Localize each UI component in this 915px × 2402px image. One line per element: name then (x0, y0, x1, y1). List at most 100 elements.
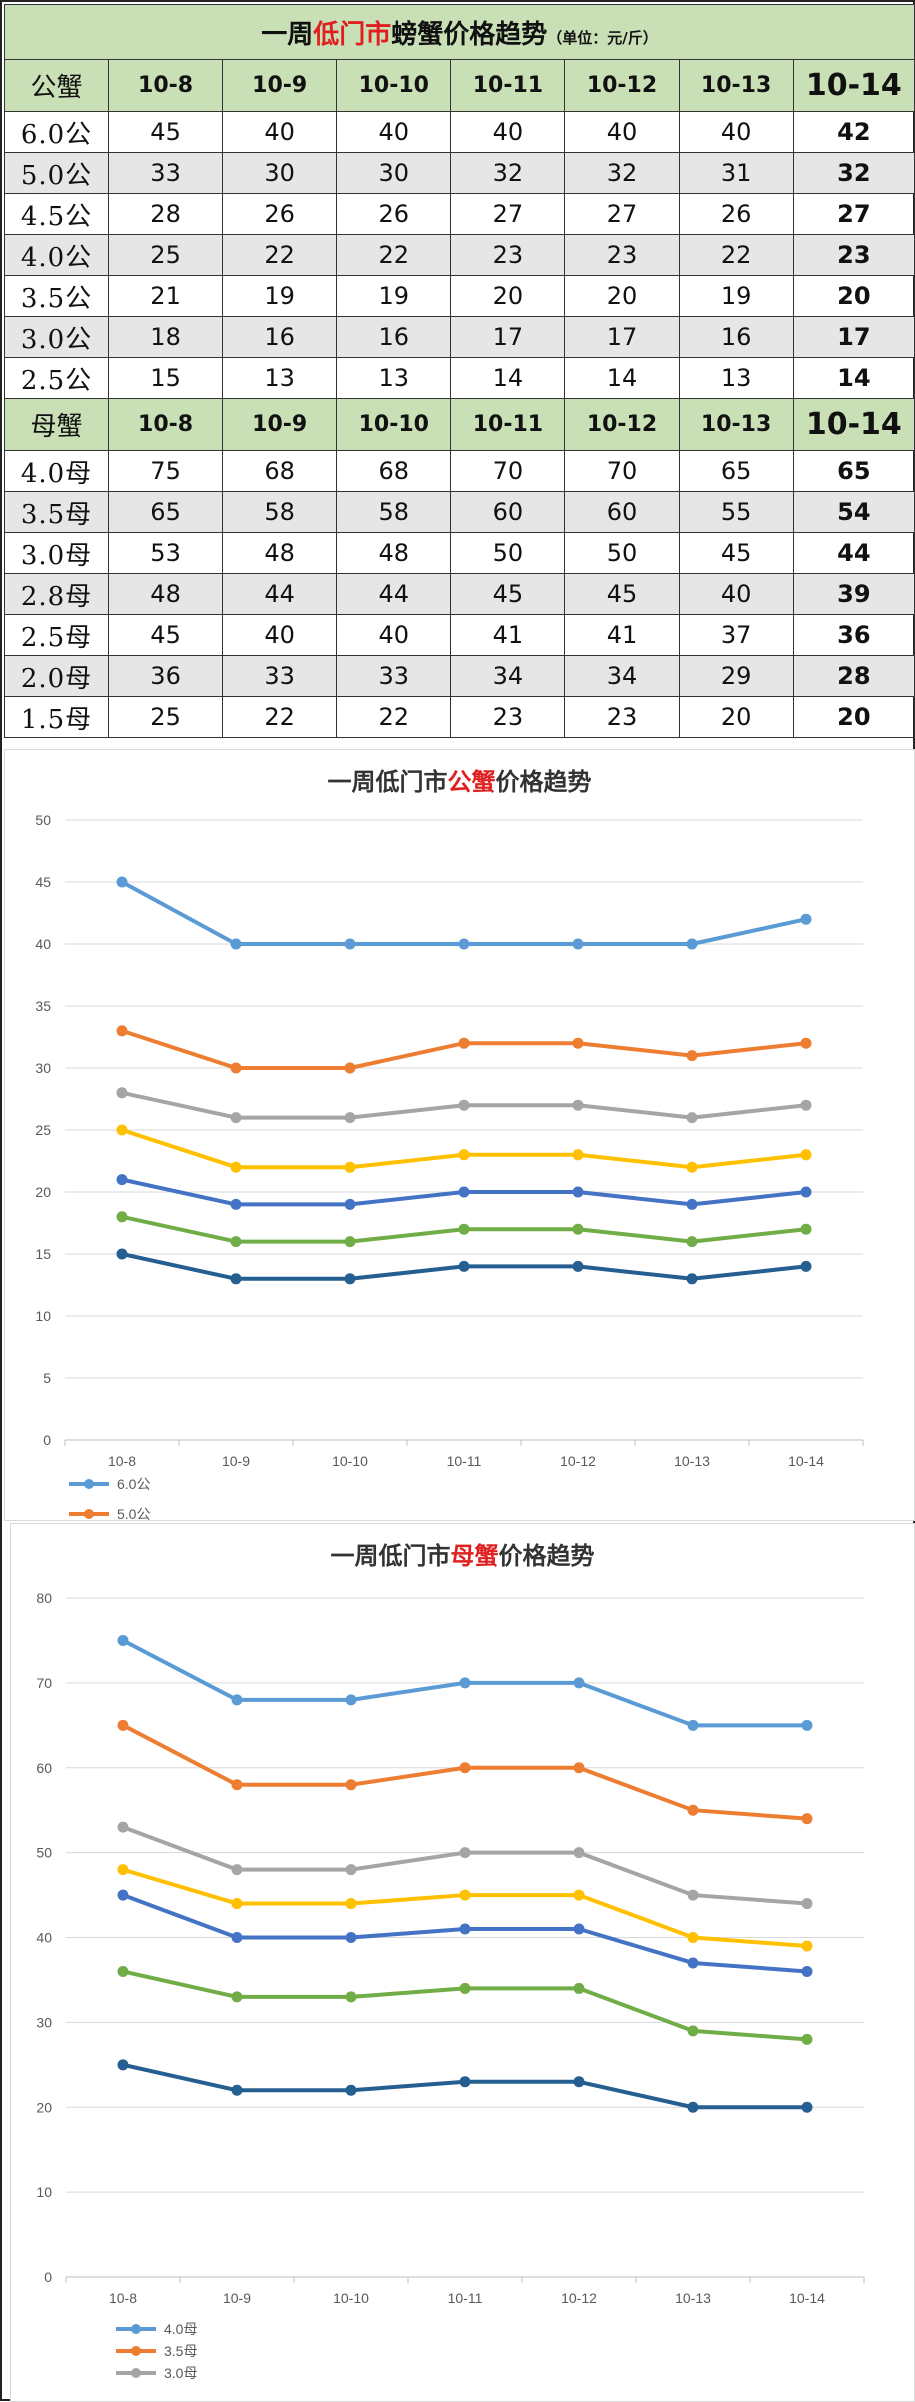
price-cell: 31 (678, 152, 794, 194)
price-cell: 21 (108, 275, 224, 317)
data-point (800, 913, 812, 925)
x-tick-label: 10-8 (108, 1453, 136, 1469)
price-cell: 16 (222, 316, 338, 358)
table-row: 2.5公 15 13 13 14 14 13 14 (3, 357, 915, 399)
male-chart-title: 一周低门市公蟹价格趋势 (327, 767, 592, 796)
data-point (800, 1223, 812, 1235)
price-cell: 22 (222, 696, 338, 738)
date-header: 10-9 (222, 398, 338, 451)
x-tick-label: 10-9 (222, 1453, 250, 1469)
price-cell: 58 (336, 491, 452, 533)
series-line (121, 880, 807, 946)
price-cell: 53 (108, 532, 224, 574)
date-header: 10-9 (222, 59, 338, 112)
price-cell: 45 (564, 573, 680, 615)
data-point (801, 2101, 813, 2113)
date-header: 10-13 (678, 398, 794, 451)
data-point (116, 1124, 128, 1136)
data-point (458, 1186, 470, 1198)
price-cell: 33 (108, 152, 224, 194)
date-header: 10-8 (108, 59, 224, 112)
data-point (117, 1719, 129, 1731)
data-point (116, 1248, 128, 1260)
price-cell: 54 (792, 491, 915, 533)
price-cell: 44 (336, 573, 452, 615)
date-header: 10-11 (450, 398, 566, 451)
price-cell: 34 (450, 655, 566, 697)
price-cell: 65 (108, 491, 224, 533)
price-cell: 22 (336, 234, 452, 276)
table-row: 3.5公 21 19 19 20 20 19 20 (3, 275, 915, 317)
price-cell: 27 (450, 193, 566, 235)
price-cell: 13 (222, 357, 338, 399)
y-tick-label: 30 (36, 2014, 52, 2030)
data-point (687, 1719, 699, 1731)
date-header: 10-8 (108, 398, 224, 451)
price-cell: 26 (222, 193, 338, 235)
data-point (687, 2101, 699, 2113)
data-point (344, 1161, 356, 1173)
data-point (345, 1932, 357, 1943)
price-cell: 26 (678, 193, 794, 235)
data-point (344, 1062, 356, 1074)
data-point (687, 2025, 699, 2037)
price-cell: 40 (678, 573, 794, 615)
data-point (117, 1965, 129, 1977)
legend-marker (131, 2346, 141, 2356)
data-point (800, 1260, 812, 1272)
data-point (230, 1198, 242, 1210)
header-cell: 母蟹 (3, 398, 110, 451)
price-cell: 68 (222, 450, 338, 492)
price-cell: 26 (336, 193, 452, 235)
data-point (800, 1099, 812, 1111)
price-cell: 58 (222, 491, 338, 533)
size-label: 2.5公 (3, 357, 110, 399)
price-cell: 14 (792, 357, 915, 399)
data-point (801, 1940, 813, 1952)
table-row: 3.0公 18 16 16 17 17 16 17 (3, 316, 915, 358)
female-chart-svg: 0 10 20 30 40 50 60 70 80 10-8 10-9 10-10 10-11 10-12… (36, 1590, 865, 2381)
y-tick-label: 30 (35, 1060, 51, 1076)
data-point (573, 1762, 585, 1774)
data-point (687, 1932, 699, 1943)
price-cell: 45 (108, 111, 224, 153)
series-line (122, 1969, 808, 2042)
data-point (117, 1821, 129, 1833)
y-tick-label: 10 (35, 1308, 51, 1324)
data-point (800, 1186, 812, 1198)
header-cell: 公蟹 (3, 59, 110, 112)
data-point (573, 1923, 585, 1935)
data-point (459, 1982, 471, 1994)
date-header: 10-10 (336, 398, 452, 451)
price-cell: 68 (336, 450, 452, 492)
price-cell: 55 (678, 491, 794, 533)
data-point (231, 2084, 243, 2096)
x-tick-label: 10-13 (675, 2290, 711, 2306)
table-row: 4.5公 28 26 26 27 27 26 27 (3, 193, 915, 235)
price-cell: 39 (792, 573, 915, 615)
y-tick-label: 25 (35, 1122, 51, 1138)
data-point (801, 1813, 813, 1825)
data-point (686, 1198, 698, 1210)
data-point (459, 1847, 471, 1859)
price-cell: 20 (792, 275, 915, 317)
price-cell: 44 (792, 532, 915, 574)
data-point (686, 1050, 698, 1062)
price-table: 一周低门市螃蟹价格趋势（单位：元/斤） 公蟹 10-8 10-9 10-10 10-11 1… (3, 4, 915, 738)
data-point (459, 1677, 471, 1689)
price-cell: 34 (564, 655, 680, 697)
data-point (231, 1932, 243, 1943)
price-cell: 27 (792, 193, 915, 235)
price-cell: 17 (450, 316, 566, 358)
table-row: 2.0母 36 33 33 34 34 29 28 (3, 655, 915, 697)
x-tick-label: 10-8 (109, 2290, 137, 2306)
size-label: 3.5母 (3, 491, 110, 533)
price-cell: 60 (450, 491, 566, 533)
data-point (344, 1112, 356, 1124)
size-label: 2.5母 (3, 614, 110, 656)
data-point (230, 1236, 242, 1248)
data-point (801, 1965, 813, 1977)
x-tick-label: 10-14 (788, 1453, 824, 1469)
y-tick-label: 15 (35, 1246, 51, 1262)
price-cell: 50 (564, 532, 680, 574)
